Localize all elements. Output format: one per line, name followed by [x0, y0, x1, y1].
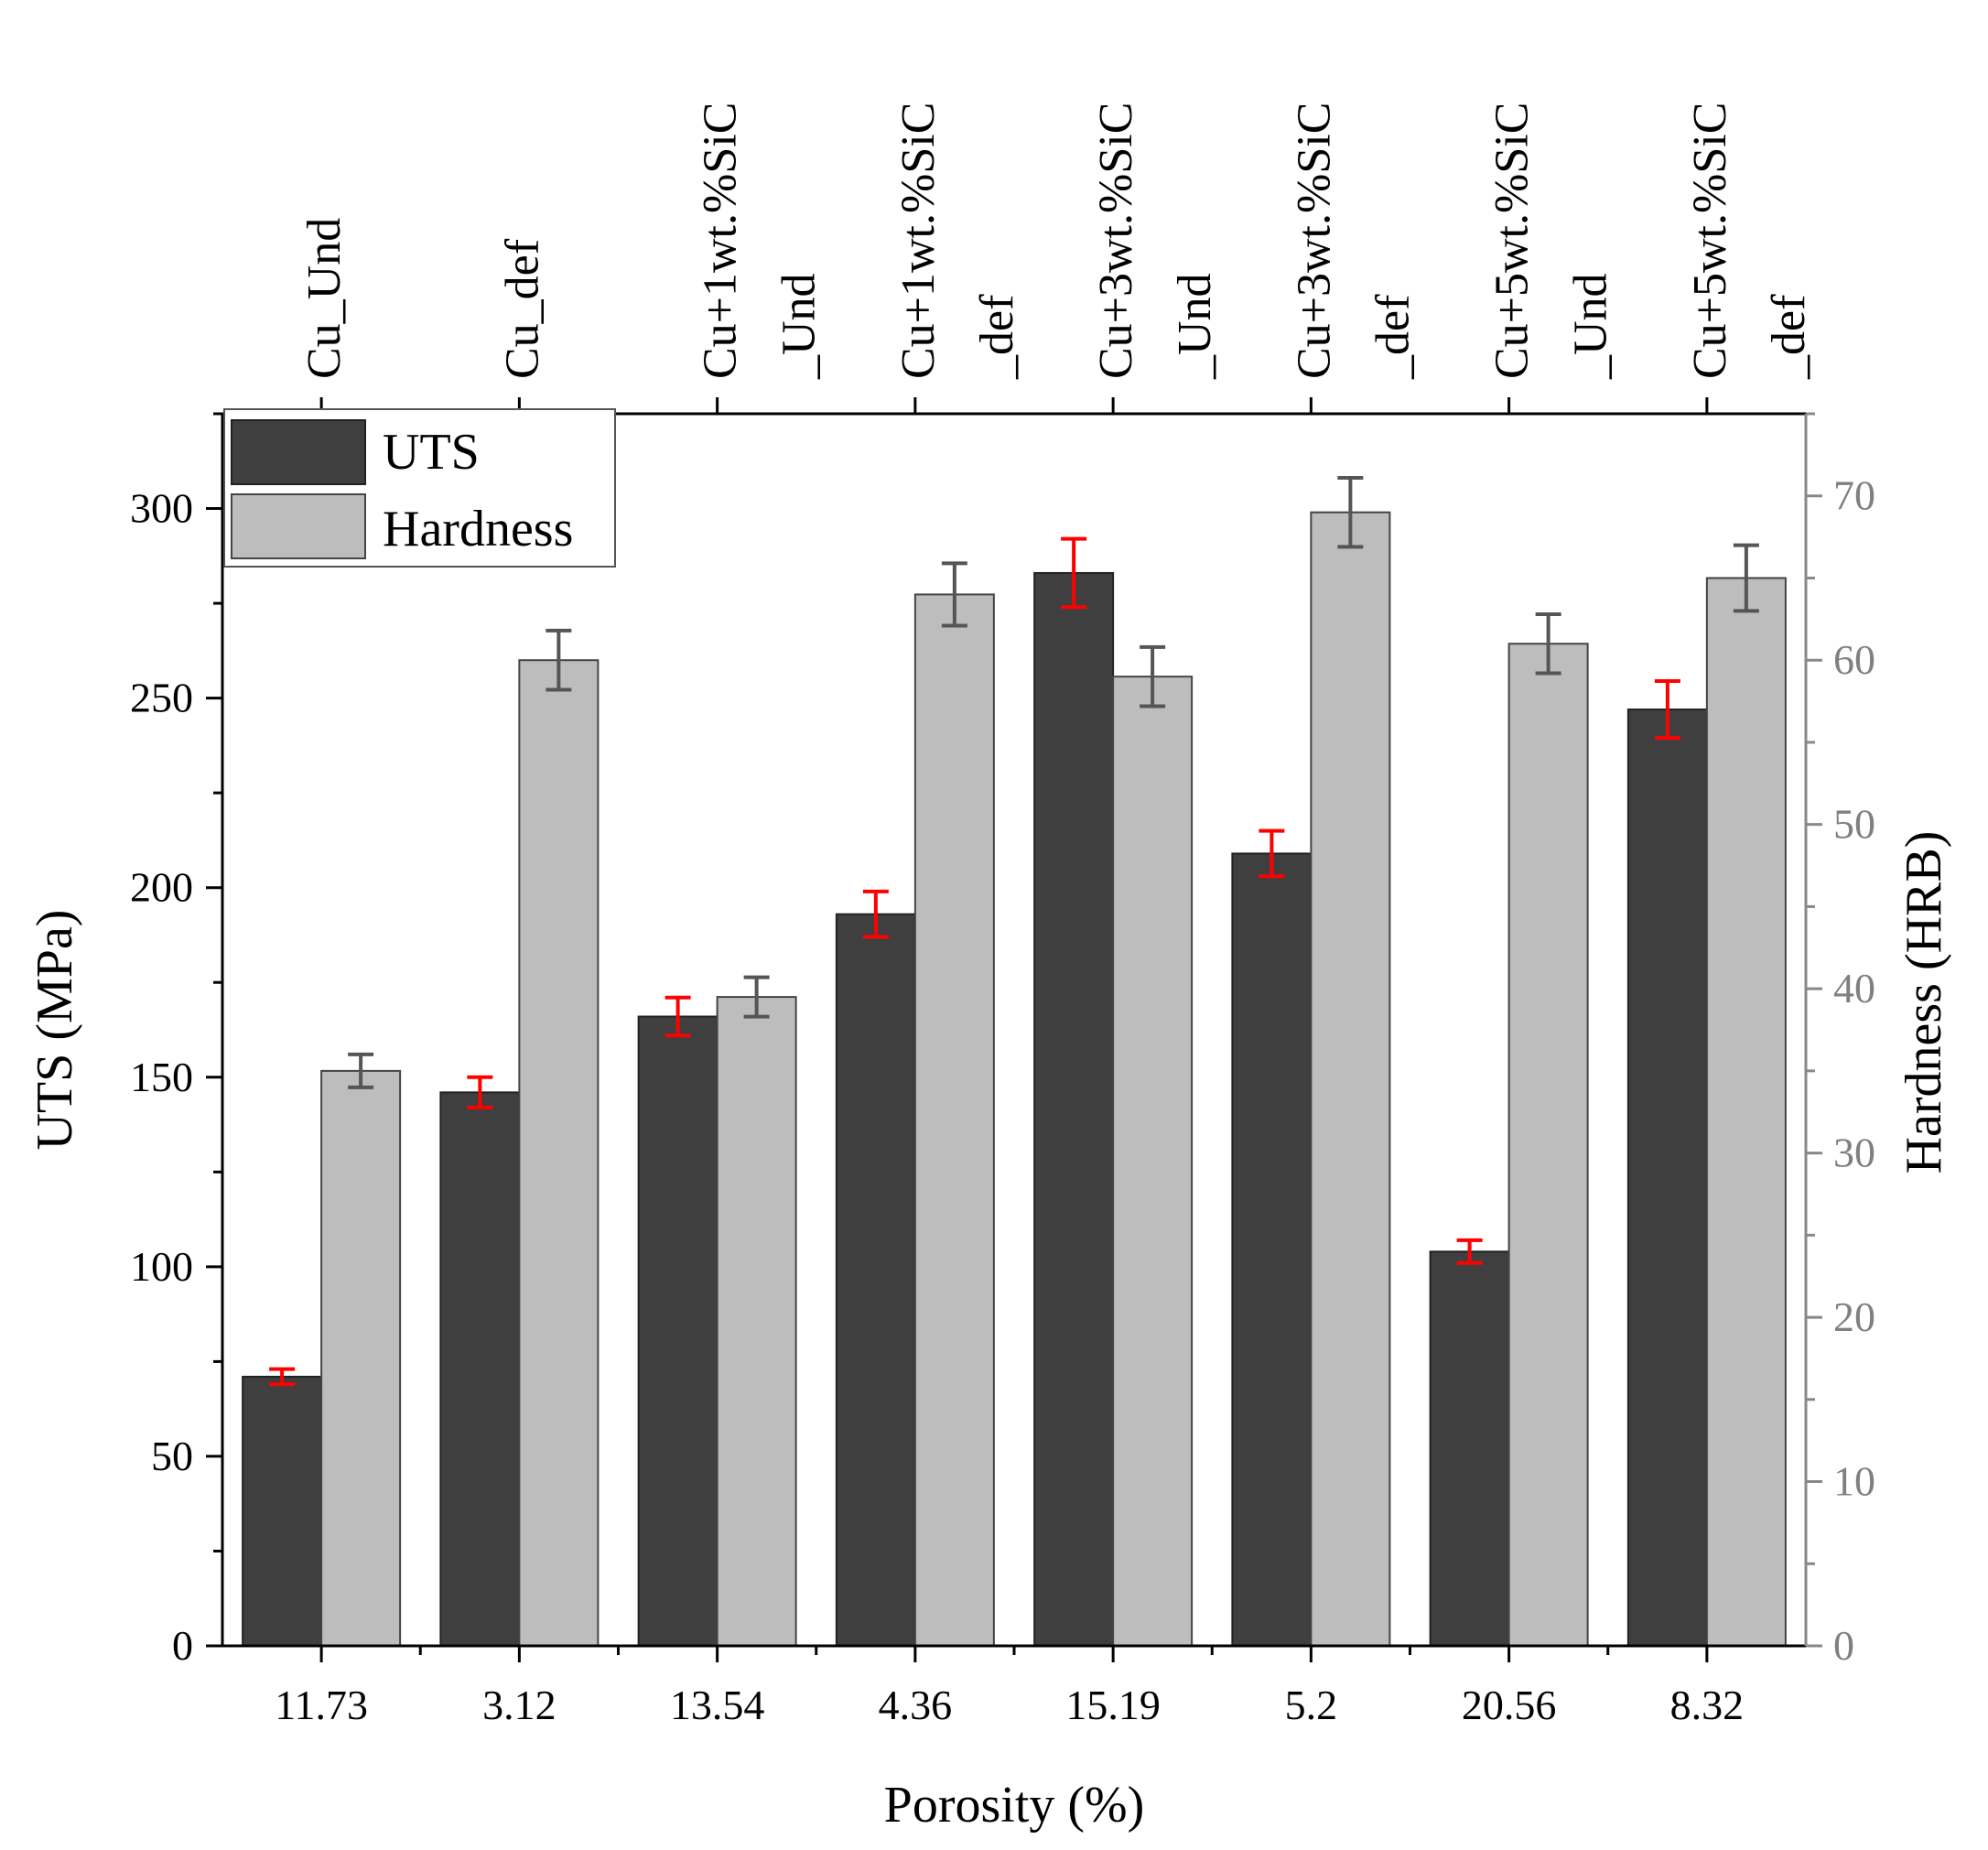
- top-category-label: _def: [971, 294, 1023, 380]
- y-axis-title: UTS (MPa): [27, 910, 83, 1151]
- x-tick-label: 11.73: [275, 1682, 368, 1728]
- hardness-error-bar: [1535, 611, 1561, 676]
- right-tick-label: 20: [1833, 1293, 1875, 1340]
- uts-bar: [637, 1015, 718, 1647]
- hardness-bar: [320, 1069, 402, 1648]
- left-tick-label: 150: [130, 1054, 193, 1100]
- y2-axis-title: Hardness (HRB): [1896, 831, 1952, 1174]
- top-category-label: _Und: [773, 273, 826, 380]
- hardness-error-bar: [743, 975, 770, 1019]
- x-tick-label: 15.19: [1065, 1682, 1161, 1728]
- legend: UTS Hardness: [223, 408, 616, 568]
- hardness-error-bar: [941, 561, 967, 628]
- top-category-label: _def: [1367, 294, 1419, 380]
- left-tick-label: 0: [172, 1622, 193, 1669]
- axes: 0 50 100 150 200 250 300 0 10 20 30 40 50 60 70 11.73 3.…: [27, 103, 1952, 1834]
- right-tick-label: 10: [1833, 1458, 1875, 1505]
- uts-bar: [439, 1091, 521, 1647]
- top-category-label: _Und: [1169, 273, 1221, 380]
- right-tick-label: 70: [1833, 472, 1875, 519]
- uts-bar: [242, 1375, 323, 1648]
- hardness-bar: [1310, 511, 1391, 1647]
- hardness-error-bar: [1337, 475, 1364, 549]
- hardness-bar: [1112, 676, 1194, 1648]
- legend-label-uts: UTS: [383, 424, 480, 481]
- top-category-label: Cu+1wt.%SiC: [892, 103, 945, 379]
- right-tick-label: 0: [1833, 1622, 1854, 1669]
- x-tick-label: 5.2: [1285, 1682, 1338, 1728]
- uts-bar: [835, 913, 916, 1647]
- uts-bar: [1231, 852, 1313, 1647]
- hardness-bar: [716, 996, 797, 1647]
- left-tick-label: 250: [130, 675, 193, 721]
- right-tick-label: 30: [1833, 1130, 1875, 1176]
- hardness-bar: [1507, 643, 1589, 1648]
- uts-error-bar: [862, 889, 889, 939]
- x-tick-label: 20.56: [1462, 1682, 1557, 1728]
- bars: [242, 475, 1787, 1648]
- uts-error-bar: [1259, 828, 1285, 879]
- top-category-label: _def: [1763, 294, 1815, 380]
- left-tick-label: 300: [130, 485, 193, 532]
- legend-label-hardness: Hardness: [383, 501, 573, 557]
- uts-error-bar: [664, 995, 691, 1038]
- uts-error-bar: [467, 1075, 493, 1109]
- hardness-bar: [1705, 577, 1787, 1647]
- right-tick-label: 40: [1833, 965, 1875, 1012]
- uts-bar: [1033, 571, 1115, 1648]
- top-category-label: Cu+3wt.%SiC: [1090, 103, 1142, 379]
- hardness-error-bar: [348, 1052, 374, 1089]
- top-category-label: Cu+3wt.%SiC: [1288, 103, 1340, 379]
- uts-error-bar: [1061, 536, 1087, 610]
- x-tick-label: 13.54: [670, 1682, 765, 1728]
- uts-bar: [1626, 709, 1708, 1647]
- uts-bar: [1429, 1250, 1510, 1648]
- hardness-bar: [913, 593, 995, 1647]
- top-category-label: Cu+1wt.%SiC: [695, 103, 747, 379]
- legend-swatch-uts: [231, 419, 366, 485]
- top-category-label: Cu_Und: [298, 218, 351, 379]
- top-category-label: Cu_def: [496, 238, 548, 379]
- right-tick-label: 60: [1833, 636, 1875, 683]
- uts-error-bar: [1456, 1238, 1483, 1265]
- uts-error-bar: [269, 1367, 296, 1387]
- hardness-error-bar: [546, 628, 572, 692]
- x-tick-label: 3.12: [482, 1682, 556, 1728]
- hardness-error-bar: [1733, 543, 1759, 613]
- left-tick-label: 200: [130, 864, 193, 911]
- legend-swatch-hardness: [231, 493, 366, 559]
- hardness-error-bar: [1140, 644, 1166, 709]
- top-category-label: Cu+5wt.%SiC: [1684, 103, 1736, 379]
- left-tick-label: 100: [130, 1243, 193, 1290]
- x-tick-label: 8.32: [1670, 1682, 1745, 1728]
- x-axis-title: Porosity (%): [884, 1777, 1145, 1834]
- hardness-bar: [518, 659, 600, 1648]
- top-category-label: _Und: [1565, 273, 1617, 380]
- left-tick-label: 50: [151, 1433, 193, 1479]
- uts-error-bar: [1654, 678, 1680, 741]
- top-category-label: Cu+5wt.%SiC: [1486, 103, 1539, 379]
- right-tick-label: 50: [1833, 801, 1875, 848]
- x-tick-label: 4.36: [879, 1682, 953, 1728]
